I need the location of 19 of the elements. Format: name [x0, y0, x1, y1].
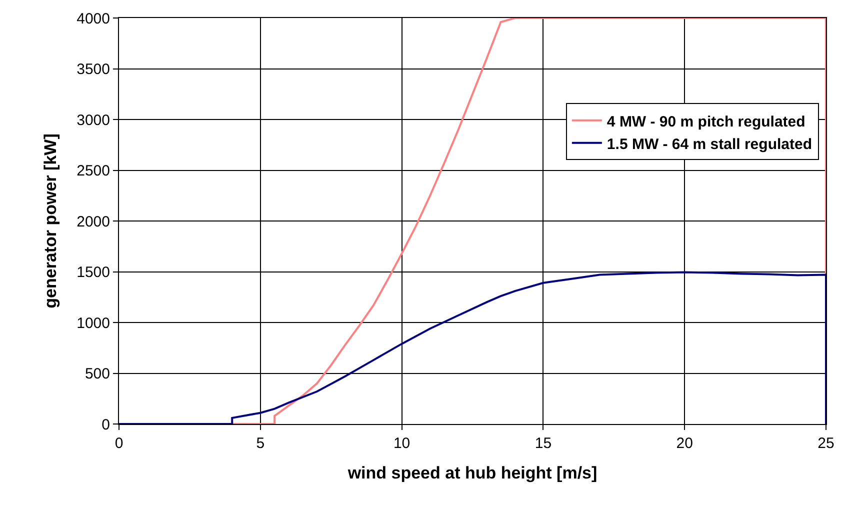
y-axis-title: generator power [kW]	[41, 134, 60, 308]
legend-label: 4 MW - 90 m pitch regulated	[606, 113, 806, 130]
y-tick-label: 1000	[76, 314, 110, 332]
y-tick-label: 1500	[76, 264, 110, 281]
x-tick-label: 0	[114, 435, 124, 452]
x-tick-label: 5	[256, 435, 265, 452]
legend-label: 1.5 MW - 64 m stall regulated	[606, 136, 812, 153]
x-tick-label: 25	[818, 435, 834, 452]
x-tick-label: 10	[393, 435, 410, 452]
y-tick-label: 0	[102, 416, 110, 434]
x-tick-label: 15	[534, 435, 552, 452]
x-tick-label: 20	[676, 435, 693, 452]
y-tick-label: 3500	[76, 61, 110, 78]
y-tick-label: 500	[84, 366, 110, 382]
x-axis-title: wind speed at hub height [m/s]	[346, 463, 598, 482]
y-tick-label: 3000	[76, 112, 110, 129]
y-tick-label: 2500	[76, 162, 110, 180]
y-tick-label: 2000	[76, 213, 110, 230]
y-tick-label: 4000	[76, 10, 110, 28]
